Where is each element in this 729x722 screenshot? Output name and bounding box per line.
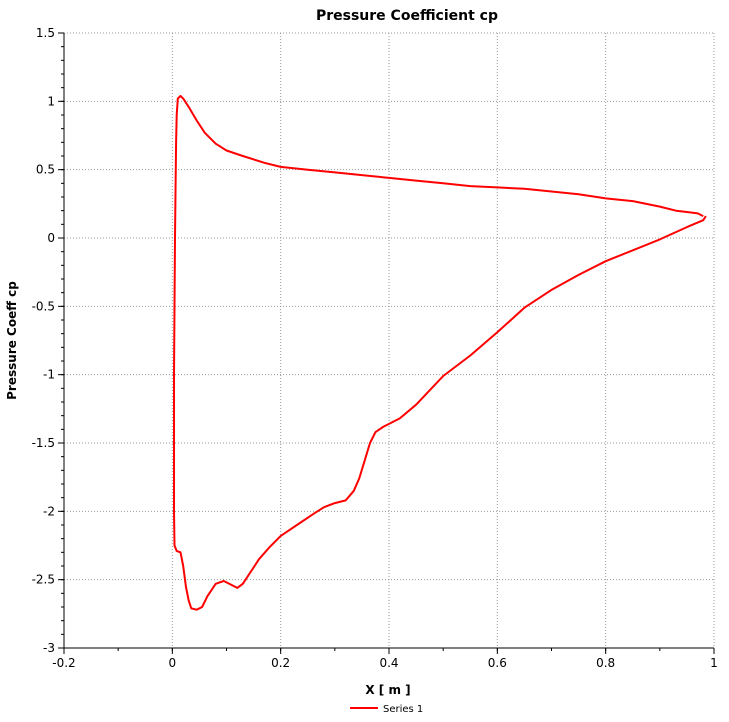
- tick-marks: [58, 32, 715, 654]
- y-tick-label: -2: [43, 504, 55, 518]
- x-tick-label: 0.2: [271, 656, 290, 670]
- y-tick-label: -0.5: [32, 299, 55, 313]
- y-tick-label: 1: [47, 94, 55, 108]
- x-tick-label: 0.6: [488, 656, 507, 670]
- x-tick-label: 0.8: [596, 656, 615, 670]
- chart-title: Pressure Coefficient cp: [316, 8, 498, 24]
- legend: Series 1: [350, 704, 423, 715]
- x-tick-label: 1: [710, 656, 718, 670]
- series-line-1: [173, 94, 707, 611]
- y-tick-label: -2.5: [32, 573, 55, 587]
- y-tick-label: -3: [43, 641, 55, 655]
- y-tick-label: -1: [43, 368, 55, 382]
- y-tick-label: 0.5: [36, 163, 55, 177]
- grid: [63, 32, 715, 649]
- tick-labels: -0.2 0 0.2 0.4 0.6 0.8 1 -3 -2.5 -2 -1.5 -1 -0.5 0 0.5…: [32, 26, 718, 670]
- x-tick-label: 0.4: [379, 656, 398, 670]
- y-tick-label: 0: [47, 231, 55, 245]
- series-lines: [173, 94, 707, 611]
- y-tick-label: 1.5: [36, 26, 55, 40]
- legend-label: Series 1: [383, 704, 423, 715]
- x-tick-label: -0.2: [52, 656, 75, 670]
- y-tick-label: -1.5: [32, 436, 55, 450]
- y-axis-title: Pressure Coeff cp: [5, 281, 19, 400]
- x-tick-label: 0: [169, 656, 177, 670]
- x-axis-title: X [ m ]: [365, 683, 410, 697]
